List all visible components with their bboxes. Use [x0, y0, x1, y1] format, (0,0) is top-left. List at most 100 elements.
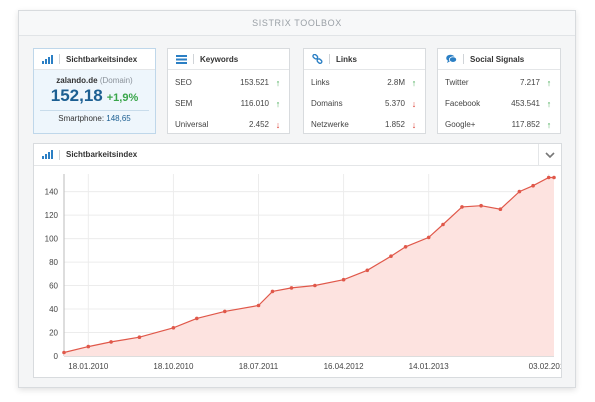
- visibility-card[interactable]: Sichtbarkeitsindex zalando.de (Domain) 1…: [33, 48, 156, 134]
- data-point: [426, 235, 431, 240]
- arrow-up-icon: ↑: [546, 98, 552, 109]
- keywords-list-icon: [175, 54, 187, 64]
- data-point: [441, 222, 445, 227]
- data-point: [531, 183, 535, 188]
- row-value: 453.541: [511, 99, 540, 108]
- x-tick-label: 18.10.2010: [153, 362, 194, 371]
- links-row-domains[interactable]: Domains 5.370 ↓: [304, 93, 425, 114]
- x-tick-label: 18.07.2011: [239, 362, 279, 371]
- visibility-change: +1,9%: [106, 92, 139, 104]
- smartphone-label: Smartphone:: [58, 114, 105, 123]
- data-point: [517, 189, 522, 194]
- header-separator: [463, 54, 464, 64]
- links-row-networks[interactable]: Netzwerke 1.852 ↓: [304, 114, 425, 135]
- domain-line: zalando.de (Domain): [34, 76, 155, 85]
- visibility-chart: 0 20 40 60 80 100 120 140 18.01.2010 18.10.2010 18…: [45, 174, 561, 371]
- x-tick-label: 18.01.2010: [68, 362, 109, 371]
- series-line: [63, 176, 554, 354]
- window-title: SISTRIX TOOLBOX: [19, 11, 575, 36]
- domain-name: zalando.de: [56, 76, 98, 85]
- row-label: SEO: [175, 78, 192, 87]
- data-point: [546, 175, 551, 180]
- links-card-header: Links: [304, 49, 425, 70]
- row-label: Links: [311, 78, 330, 87]
- row-label: Google+: [445, 120, 476, 129]
- data-point: [171, 326, 176, 330]
- links-card[interactable]: Links Links 2.8M ↑ Domains 5.370 ↓ Netzw…: [303, 48, 426, 134]
- header-separator: [59, 54, 60, 64]
- speech-bubble-icon: [445, 54, 457, 64]
- keywords-row-sem[interactable]: SEM 116.010 ↑: [168, 93, 289, 114]
- social-card-header: Social Signals: [438, 49, 560, 70]
- data-point: [137, 335, 142, 339]
- arrow-down-icon: ↓: [411, 119, 417, 130]
- toolbox-window: SISTRIX TOOLBOX Sichtbarkeitsindex zalan…: [18, 10, 576, 388]
- row-value: 2.8M: [387, 78, 405, 87]
- keywords-row-universal[interactable]: Universal 2.452 ↓: [168, 114, 289, 135]
- data-point: [223, 309, 227, 314]
- social-card-title: Social Signals: [470, 54, 525, 64]
- social-signals-card[interactable]: Social Signals Twitter 7.217 ↑ Facebook …: [437, 48, 561, 134]
- row-label: Twitter: [445, 78, 469, 87]
- header-separator: [59, 149, 60, 160]
- arrow-up-icon: ↑: [411, 77, 417, 88]
- row-value: 1.852: [384, 120, 405, 129]
- chevron-down-icon[interactable]: [538, 144, 561, 165]
- social-row-twitter[interactable]: Twitter 7.217 ↑: [438, 72, 560, 93]
- smartphone-line: Smartphone: 148,65: [40, 110, 149, 123]
- chart-panel-title: Sichtbarkeitsindex: [66, 150, 138, 159]
- domain-suffix: (Domain): [99, 76, 133, 85]
- data-point: [389, 254, 393, 258]
- signal-bars-icon: [41, 150, 53, 160]
- row-label: Universal: [175, 120, 209, 129]
- social-row-facebook[interactable]: Facebook 453.541 ↑: [438, 93, 560, 114]
- links-card-title: Links: [336, 54, 357, 64]
- links-row-links[interactable]: Links 2.8M ↑: [304, 72, 425, 93]
- visibility-card-header: Sichtbarkeitsindex: [34, 49, 155, 70]
- row-value: 117.852: [511, 120, 540, 129]
- y-tick-label: 140: [45, 188, 59, 197]
- link-icon: [311, 54, 323, 64]
- header-separator: [193, 54, 194, 64]
- y-tick-label: 60: [49, 282, 58, 291]
- data-point: [195, 316, 199, 321]
- signal-bars-icon: [41, 54, 53, 64]
- data-point: [552, 175, 556, 180]
- social-row-googleplus[interactable]: Google+ 117.852 ↑: [438, 114, 560, 135]
- x-tick-label: 16.04.2012: [324, 362, 365, 371]
- header-separator: [329, 54, 330, 64]
- data-point: [62, 350, 66, 355]
- data-point: [479, 203, 483, 208]
- row-label: Netzwerke: [311, 120, 349, 129]
- keywords-row-seo[interactable]: SEO 153.521 ↑: [168, 72, 289, 93]
- data-point: [365, 268, 370, 273]
- smartphone-value: 148,65: [106, 114, 131, 123]
- row-value: 2.452: [248, 120, 269, 129]
- row-label: Facebook: [445, 99, 481, 108]
- arrow-up-icon: ↑: [275, 77, 281, 88]
- row-value: 153.521: [240, 78, 269, 87]
- row-label: SEM: [175, 99, 193, 108]
- chart-panel-header: Sichtbarkeitsindex: [34, 144, 561, 166]
- arrow-down-icon: ↓: [411, 98, 417, 109]
- keywords-card-header: Keywords: [168, 49, 289, 70]
- y-tick-label: 20: [49, 329, 58, 338]
- data-point: [498, 207, 503, 211]
- visibility-card-title: Sichtbarkeitsindex: [66, 54, 138, 64]
- data-point: [341, 277, 346, 282]
- data-point: [289, 286, 294, 290]
- visibility-value: 152,18: [50, 86, 103, 105]
- data-point: [109, 340, 113, 344]
- y-tick-label: 100: [45, 235, 59, 244]
- series-area: [64, 177, 554, 356]
- data-point: [256, 303, 261, 308]
- row-label: Domains: [311, 99, 343, 108]
- keywords-card-title: Keywords: [200, 54, 239, 64]
- visibility-chart-panel: Sichtbarkeitsindex 0 20 40 60 80 100 120 140 18.…: [33, 143, 562, 378]
- visibility-value-row: 152,18 +1,9%: [34, 86, 155, 106]
- keywords-card[interactable]: Keywords SEO 153.521 ↑ SEM 116.010 ↑ Uni…: [167, 48, 290, 134]
- data-point: [460, 205, 464, 209]
- row-value: 7.217: [519, 78, 540, 87]
- row-value: 5.370: [384, 99, 405, 108]
- data-point: [313, 283, 317, 288]
